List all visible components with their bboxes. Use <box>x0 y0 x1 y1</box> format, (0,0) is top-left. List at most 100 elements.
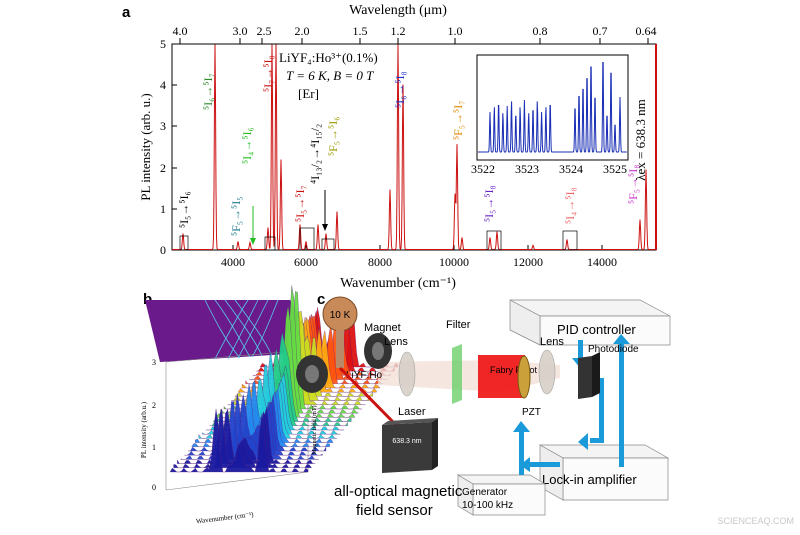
projection-lines <box>204 299 279 360</box>
z-axis-label: PL intensity (arb.u.) <box>140 401 148 458</box>
setup-caption-line2: field sensor <box>356 502 433 519</box>
lockin-label: Lock-in amplifier <box>542 472 637 487</box>
green-arrow-head <box>250 238 256 245</box>
transition-label: ⁵I₅→⁵I₈ <box>482 185 496 222</box>
top-tick-label: 0.7 <box>593 24 608 38</box>
lens-1 <box>398 351 416 397</box>
lens-2 <box>538 349 556 395</box>
photodiode <box>578 356 592 399</box>
laser-body <box>382 422 432 473</box>
top-tick-label: 0.64 <box>636 24 657 38</box>
top-tick-label: 3.0 <box>233 24 248 38</box>
magnetic-field-label: Magnetic field (mT) <box>311 406 318 455</box>
inset-tick-label: 3523 <box>515 162 539 176</box>
bottom-tick-label: 14000 <box>587 255 617 269</box>
top-tick-label: 2.5 <box>257 24 272 38</box>
z-tick-label: 2 <box>152 401 156 410</box>
conditions-label: T = 6 K, B = 0 T <box>286 68 374 83</box>
top-tick-label: 1.5 <box>353 24 368 38</box>
waterfall-trace <box>169 408 309 473</box>
y-tick-label: 3 <box>160 119 166 133</box>
inset-tick-label: 3525 <box>603 162 627 176</box>
generator-frequency: 10-100 kHz <box>462 500 513 511</box>
bottom-axis-label: Wavenumber (cm⁻¹) <box>340 276 456 291</box>
panel-c-letter: c <box>317 291 325 308</box>
top-tick-label: 2.0 <box>295 24 310 38</box>
bottom-tick-label: 12000 <box>513 255 543 269</box>
z-tick-label: 1 <box>152 443 156 452</box>
excitation-label: λex = 638.3 nm <box>633 99 648 181</box>
inset: 3522 3523 3524 3525 <box>471 54 629 176</box>
filter-label: Filter <box>446 319 471 331</box>
generator-label: Generator <box>462 487 508 498</box>
pl-spectrum-line <box>172 44 656 251</box>
bottom-ticks: 4000 6000 8000 10000 12000 14000 <box>221 245 617 269</box>
pid-controller-box: PID controller <box>509 299 671 346</box>
filter <box>452 344 462 404</box>
transition-labels: ⁵I₅→⁵I₆ ⁵I₆→⁵I₇ ⁵F₅→⁵I₅ ⁵I₄→⁵I₆ ⁵I₇→⁵I₈ … <box>177 55 640 236</box>
lens-2-label: Lens <box>540 336 564 348</box>
panel-a-letter: a <box>122 4 131 21</box>
y-tick-label: 4 <box>160 78 166 92</box>
transition-label: ⁵F₅→⁵I₅ <box>229 197 243 236</box>
panel-c: c PID controller Lock-in amplifier Gener… <box>296 291 671 519</box>
watermark: SCIENCEAQ.COM <box>717 516 794 526</box>
projection-plane <box>145 300 320 362</box>
transition-label: ⁵I₆→⁵I₇ <box>201 73 215 110</box>
lens-1-label: Lens <box>384 336 408 348</box>
fabry-perot-label: Fabry Perot <box>490 365 538 375</box>
y-tick-label: 1 <box>160 202 166 216</box>
y-axis-label: PL intensity (arb. u.) <box>138 93 153 200</box>
transition-label: ⁵I₆→⁵I₈ <box>393 71 407 108</box>
laser-beam <box>338 366 400 429</box>
top-tick-label: 0.8 <box>533 24 548 38</box>
er-arrow-head <box>322 224 328 231</box>
y-tick-label: 2 <box>160 161 166 175</box>
z-tick-label: 0 <box>152 483 156 492</box>
x-axis-label: Wavenumber (cm⁻¹) <box>196 510 255 525</box>
pid-label: PID controller <box>557 322 636 337</box>
inset-tick-label: 3524 <box>559 162 583 176</box>
z-tick-label: 3 <box>152 358 156 367</box>
inset-spectrum-line <box>478 62 627 153</box>
transition-label: ⁵I₅→⁵I₇ <box>293 185 307 222</box>
laser-label: Laser <box>398 406 426 418</box>
top-tick-label: 1.2 <box>391 24 406 38</box>
impurity-label: [Er] <box>298 86 319 101</box>
magnet-label: Magnet <box>364 322 401 334</box>
top-tick-label: 4.0 <box>173 24 188 38</box>
transition-label: ⁵F₅→⁵I₈ <box>626 165 640 204</box>
panel-b-letter: b <box>143 291 152 308</box>
cryostat-label: 10 K <box>330 310 351 321</box>
fabry-perot-cavity <box>478 355 525 398</box>
transition-label: ⁵I₇→⁵I₈ <box>261 55 275 92</box>
top-ticks: 4.0 3.0 2.5 2.0 1.5 1.2 1.0 0.8 0.7 0.64 <box>173 24 657 44</box>
top-axis-label: Wavelength (μm) <box>349 3 447 18</box>
generator-box: Generator 10-100 kHz <box>456 474 547 516</box>
laser-wavelength: 638.3 nm <box>392 438 421 445</box>
y-tick-label: 5 <box>160 37 166 51</box>
transition-label: ⁵I₅→⁵I₆ <box>177 191 191 228</box>
transition-label: ⁵F₅→⁵I₇ <box>451 101 465 140</box>
y-ticks: 0 1 2 3 4 5 <box>160 37 177 257</box>
transition-label: ⁵I₄→⁵I₆ <box>240 127 254 164</box>
bottom-tick-label: 8000 <box>368 255 392 269</box>
inset-tick-label: 3522 <box>471 162 495 176</box>
bottom-tick-label: 4000 <box>221 255 245 269</box>
bottom-tick-label: 6000 <box>294 255 318 269</box>
transition-label: ⁵F₅→⁵I₆ <box>326 117 340 156</box>
sample-label: LiYF₄:Ho³⁺(0.1%) <box>279 50 378 65</box>
transition-label: ⁵I₄→⁵I₈ <box>563 187 577 224</box>
pzt-label: PZT <box>522 407 541 418</box>
pzt-ring <box>517 355 531 399</box>
setup-caption-line1: all-optical magnetic <box>334 483 463 500</box>
bottom-tick-label: 10000 <box>439 255 469 269</box>
panel-a: a Wavelength (μm) 4.0 3.0 2.5 2.0 1.5 1.… <box>122 3 657 291</box>
zoom-boxes <box>179 227 578 251</box>
y-tick-label: 0 <box>160 243 166 257</box>
fabry-perot-line1: Fabry Perot <box>490 365 538 375</box>
lockin-amplifier-box: Lock-in amplifier <box>538 444 670 501</box>
top-tick-label: 1.0 <box>448 24 463 38</box>
